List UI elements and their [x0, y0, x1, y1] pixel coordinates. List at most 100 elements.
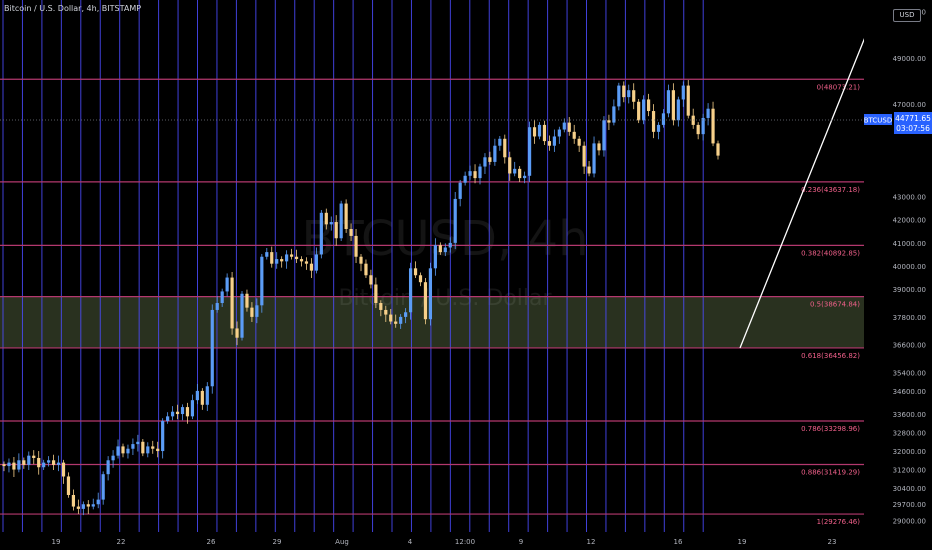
candle-body: [314, 254, 318, 271]
candle-body: [250, 307, 254, 317]
candle-body: [711, 108, 715, 144]
watermark: BTCUSD, 4h Bitcoin / U.S. Dollar: [302, 211, 589, 311]
watermark-symbol: BTCUSD, 4h: [302, 211, 589, 267]
price-tick-label: 36600.00: [893, 342, 926, 350]
fib-level-label: 0.786(33298.96): [801, 425, 860, 433]
time-tick-label: 12: [587, 538, 596, 546]
candle-body: [294, 256, 299, 260]
price-tag-countdown: 03:07:56: [896, 124, 930, 133]
candle-body: [240, 293, 244, 338]
time-tick-label: Aug: [335, 538, 349, 546]
candle-body: [408, 268, 413, 313]
candle-body: [453, 198, 457, 243]
candle-body: [433, 245, 437, 269]
fib-level-label: 1(29276.46): [817, 518, 861, 526]
candle-body: [101, 474, 105, 500]
candle-body: [374, 284, 378, 304]
candle-body: [384, 309, 388, 315]
candle-body: [666, 90, 671, 114]
candle-body: [270, 252, 274, 264]
time-tick-label: 4: [408, 538, 413, 546]
candle-body: [136, 441, 140, 445]
candle-body: [617, 85, 621, 107]
candle-body: [42, 462, 46, 468]
candle-body: [701, 117, 705, 135]
candle-body: [96, 499, 100, 505]
vertical-grid: [2, 0, 704, 532]
candle-body: [289, 254, 294, 257]
price-tick-label: 32800.00: [893, 430, 926, 438]
time-tick-label: 19: [738, 538, 747, 546]
chart-title: Bitcoin / U.S. Dollar, 4h, BITSTAMP: [4, 4, 142, 13]
candle-body: [572, 131, 576, 139]
price-tag: [894, 112, 932, 134]
time-axis[interactable]: 19 22 26 29 Aug 4 12:00 9 12 16 19 23: [0, 532, 932, 550]
price-tick-label: 29000.00: [893, 517, 926, 525]
candle-body: [146, 446, 150, 454]
trend-line-segment[interactable]: [739, 0, 881, 349]
trend-line[interactable]: [739, 0, 881, 349]
time-tick-label: 16: [674, 538, 683, 546]
candle-body: [587, 166, 591, 174]
candle-body: [195, 390, 199, 401]
candle-body: [309, 263, 314, 271]
candle-body: [632, 90, 636, 102]
watermark-name: Bitcoin / U.S. Dollar: [338, 286, 552, 311]
candle-body: [32, 455, 36, 458]
last-price-tag: BTCUSD 44771.65 03:07:56: [864, 112, 932, 134]
candle-body: [503, 138, 507, 158]
candle-body: [622, 85, 626, 98]
candle-body: [225, 277, 229, 292]
candle-body: [12, 462, 16, 470]
candle-body: [423, 282, 428, 320]
candle-body: [686, 85, 690, 116]
candle-body: [523, 175, 527, 179]
candle-body: [61, 462, 66, 477]
currency-button[interactable]: USD: [893, 9, 921, 22]
candle-body: [646, 99, 651, 112]
price-tick-label: 41000.00: [893, 240, 926, 248]
candle-body: [463, 175, 467, 183]
candle-body: [175, 411, 180, 415]
candle-body: [210, 309, 214, 387]
candle-body: [488, 157, 492, 162]
price-tick-label: 49000.00: [893, 55, 926, 63]
candle-body: [498, 138, 502, 146]
candle-body: [532, 127, 537, 137]
price-tick-label: 40000.00: [893, 263, 926, 271]
symbol-tag-label: BTCUSD: [864, 117, 893, 125]
price-tick-label: 47000.00: [893, 101, 926, 109]
time-tick-label: 23: [828, 538, 837, 546]
candle-body: [637, 101, 641, 121]
price-axis[interactable]: 51000.0049000.0047000.0043000.0042000.00…: [864, 0, 932, 550]
candle-body: [106, 460, 110, 475]
fib-level-label: 0.886(31419.29): [801, 468, 860, 476]
price-tick-label: 29700.00: [893, 501, 926, 509]
candle-body: [156, 448, 160, 452]
candle-body: [508, 157, 512, 174]
candle-body: [324, 212, 328, 225]
candle-body: [577, 138, 581, 146]
candle-body: [448, 242, 452, 248]
candle-body: [205, 386, 209, 405]
time-tick-label: 26: [207, 538, 216, 546]
candle-body: [131, 444, 135, 449]
candles: [2, 80, 720, 516]
price-tick-label: 33600.00: [893, 411, 926, 419]
candle-body: [344, 203, 348, 229]
candle-body: [359, 256, 363, 264]
candle-body: [329, 222, 333, 225]
candle-body: [76, 506, 80, 509]
candle-body: [334, 222, 338, 239]
candle-body: [364, 263, 368, 276]
candle-body: [235, 328, 239, 338]
candle-body: [547, 141, 552, 146]
candle-body: [394, 321, 398, 324]
candle-body: [602, 120, 606, 151]
candle-body: [47, 460, 51, 463]
candle-body: [151, 446, 155, 449]
price-tick-label: 39000.00: [893, 286, 926, 294]
candle-body: [91, 504, 95, 507]
price-axis-bg: [864, 0, 932, 550]
